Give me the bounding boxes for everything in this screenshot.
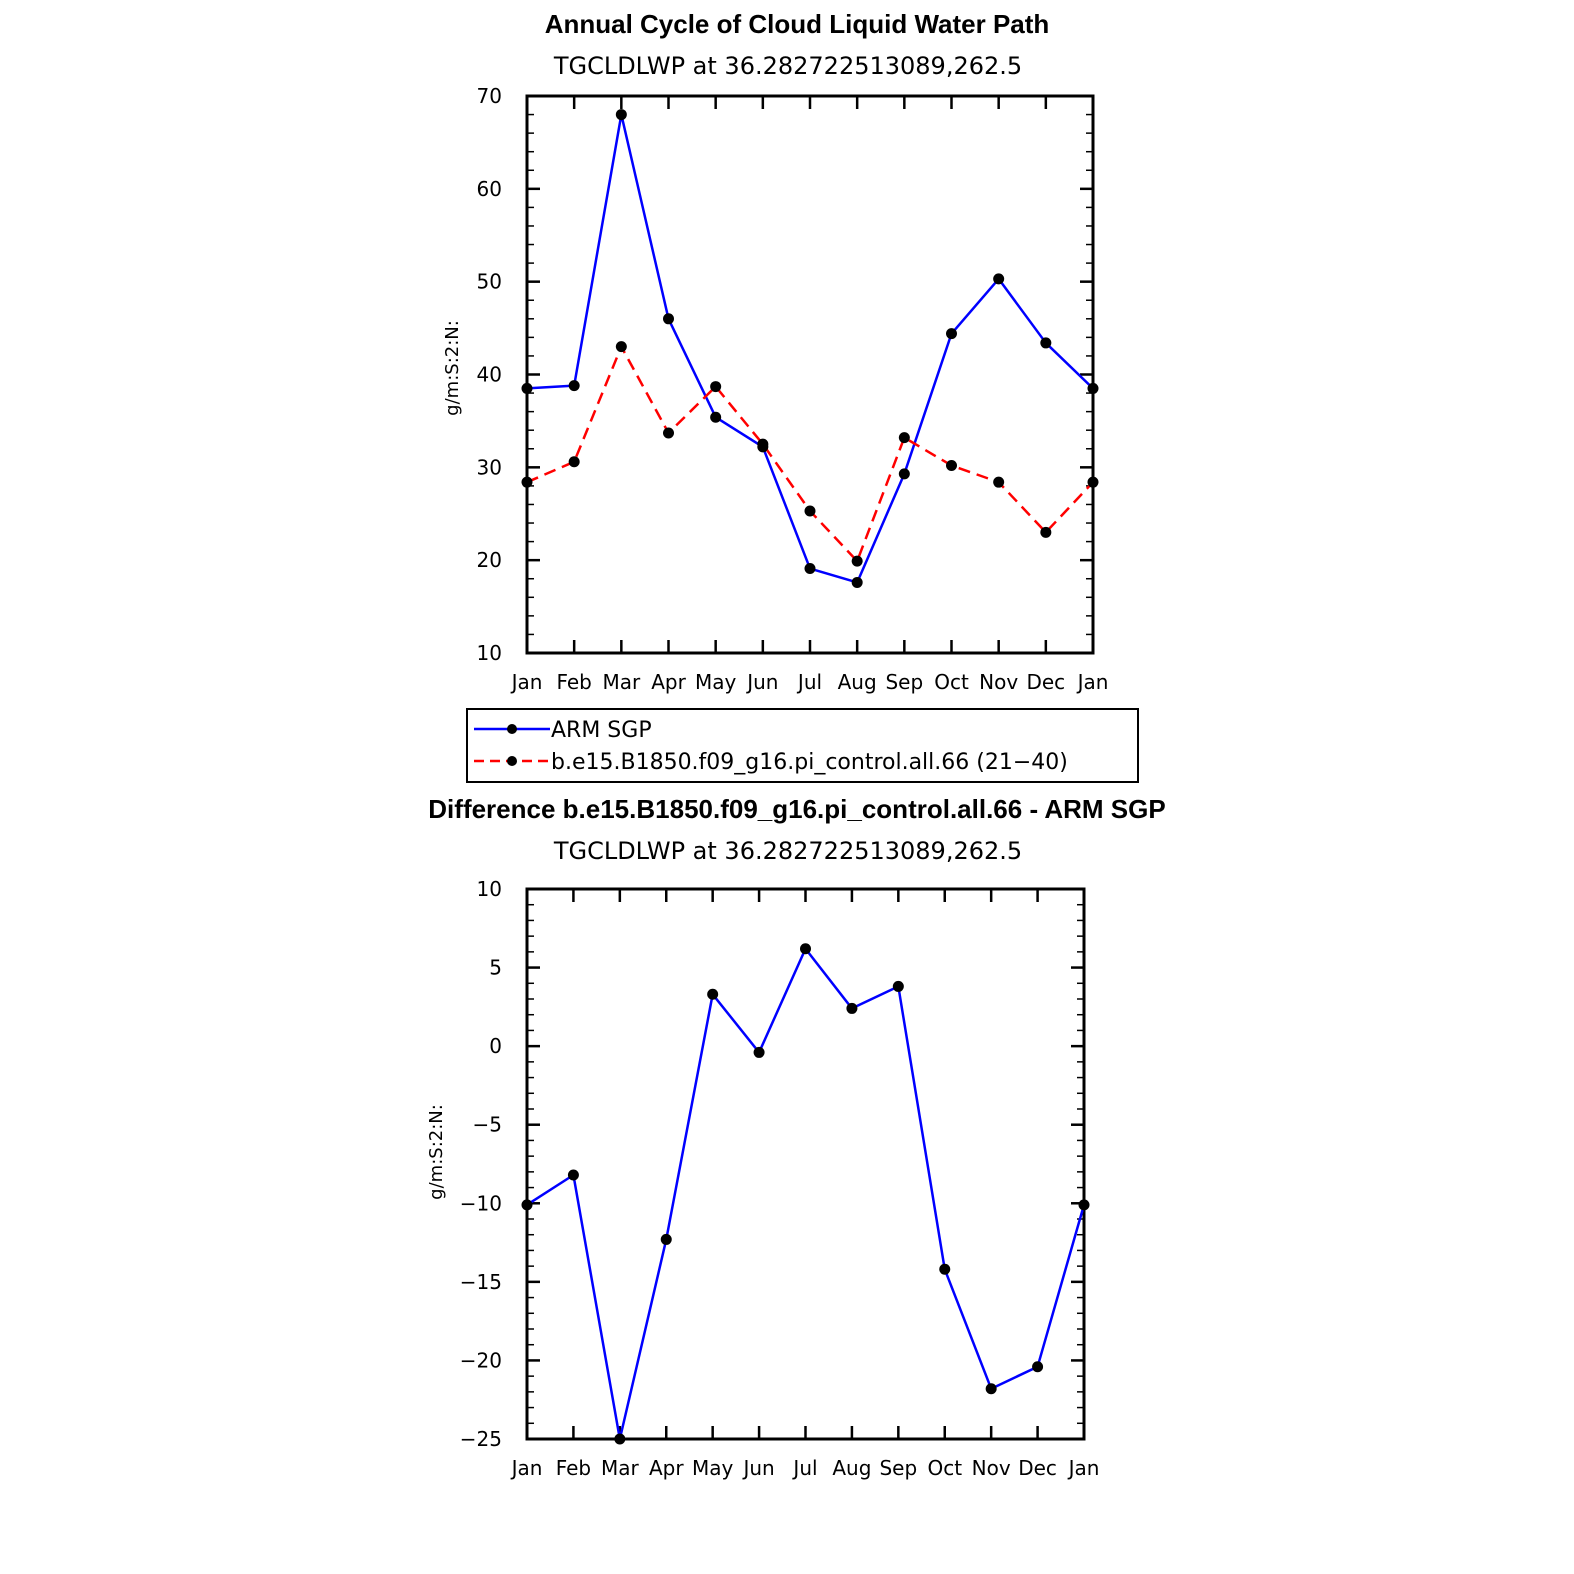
data-point-difference-dec	[1032, 1361, 1044, 1373]
y-axis-label: g/m:S:2:N:	[426, 1104, 447, 1200]
x-tick-label-sep: Sep	[885, 670, 923, 694]
data-point-b-e15-b1850-f09-g16-pi-control-all-66-21-40-jan	[1087, 476, 1099, 488]
data-point-difference-sep	[892, 980, 904, 992]
x-tick-label-jun: Jun	[741, 1456, 774, 1480]
x-tick-label-feb: Feb	[556, 1456, 591, 1480]
x-tick-label-sep: Sep	[879, 1456, 917, 1480]
x-tick-label-apr: Apr	[651, 670, 686, 694]
data-point-difference-jan	[1078, 1199, 1090, 1211]
data-point-arm-sgp-jul	[804, 563, 816, 575]
data-point-arm-sgp-dec	[1040, 337, 1052, 349]
data-point-b-e15-b1850-f09-g16-pi-control-all-66-21-40-apr	[663, 427, 674, 439]
x-tick-label-nov: Nov	[979, 670, 1018, 694]
data-point-difference-oct	[939, 1263, 951, 1275]
x-tick-label-jun: Jun	[745, 670, 778, 694]
data-point-arm-sgp-jan	[1087, 382, 1099, 394]
data-point-arm-sgp-may	[710, 411, 722, 423]
chart-panel-difference: Difference b.e15.B1850.f09_g16.pi_contro…	[426, 794, 1166, 1480]
data-point-b-e15-b1850-f09-g16-pi-control-all-66-21-40-oct	[946, 459, 957, 471]
legend-marker-arm-sgp	[507, 724, 517, 734]
data-point-b-e15-b1850-f09-g16-pi-control-all-66-21-40-nov	[993, 476, 1005, 488]
x-tick-label-jan: Jan	[1076, 670, 1109, 694]
legend-box	[466, 708, 1139, 783]
x-tick-label-nov: Nov	[972, 1456, 1011, 1480]
y-tick-label: 60	[477, 177, 502, 201]
data-point-arm-sgp-sep	[898, 468, 910, 480]
data-point-arm-sgp-feb	[568, 380, 580, 392]
x-tick-label-oct: Oct	[927, 1456, 962, 1480]
y-tick-label: 70	[477, 84, 502, 108]
y-tick-label: 10	[477, 641, 502, 665]
x-tick-label-jan: Jan	[510, 670, 543, 694]
data-point-difference-feb	[567, 1169, 579, 1181]
x-tick-label-mar: Mar	[602, 670, 641, 694]
data-point-difference-jul	[800, 943, 811, 955]
x-tick-label-dec: Dec	[1026, 670, 1065, 694]
x-tick-label-feb: Feb	[556, 670, 591, 694]
x-tick-label-dec: Dec	[1018, 1456, 1057, 1480]
y-tick-label: 0	[489, 1034, 502, 1058]
x-tick-label-may: May	[692, 1456, 734, 1480]
data-point-b-e15-b1850-f09-g16-pi-control-all-66-21-40-jul	[804, 505, 816, 517]
y-tick-label: 50	[477, 270, 502, 294]
plot-area-difference: Jan Feb Mar Apr May Jun Jul Aug Sep Oct Nov Dec Jan−…	[460, 877, 1100, 1480]
x-tick-label-jan: Jan	[510, 1456, 543, 1480]
data-point-difference-nov	[985, 1383, 997, 1395]
y-tick-label: 5	[489, 956, 502, 980]
data-point-difference-jun	[753, 1046, 765, 1058]
legend-marker-model	[507, 756, 517, 766]
data-point-b-e15-b1850-f09-g16-pi-control-all-66-21-40-mar	[615, 341, 627, 353]
y-tick-label: −15	[460, 1270, 502, 1294]
y-tick-label: 40	[477, 363, 502, 387]
chart-title: Annual Cycle of Cloud Liquid Water Path	[545, 9, 1050, 39]
data-point-arm-sgp-oct	[946, 328, 957, 340]
data-point-arm-sgp-nov	[993, 273, 1005, 285]
chart-subtitle: TGCLDLWP at 36.282722513089,262.5	[553, 52, 1022, 80]
legend-label-arm-sgp: ARM SGP	[551, 718, 652, 743]
y-tick-label: −5	[473, 1113, 502, 1137]
data-point-arm-sgp-jan	[521, 382, 533, 394]
data-point-arm-sgp-apr	[663, 313, 674, 325]
data-point-difference-apr	[660, 1233, 672, 1245]
x-tick-label-apr: Apr	[649, 1456, 684, 1480]
chart-title: Difference b.e15.B1850.f09_g16.pi_contro…	[428, 794, 1165, 824]
data-point-difference-may	[707, 988, 719, 1000]
y-tick-label: −20	[460, 1348, 502, 1372]
data-point-b-e15-b1850-f09-g16-pi-control-all-66-21-40-jan	[521, 476, 533, 488]
data-point-b-e15-b1850-f09-g16-pi-control-all-66-21-40-dec	[1040, 526, 1052, 538]
data-point-b-e15-b1850-f09-g16-pi-control-all-66-21-40-jun	[757, 438, 769, 450]
y-tick-label: 30	[477, 455, 502, 479]
x-tick-label-aug: Aug	[838, 670, 877, 694]
data-point-difference-aug	[846, 1002, 858, 1014]
x-tick-label-aug: Aug	[832, 1456, 871, 1480]
x-tick-label-jul: Jul	[796, 670, 822, 694]
data-point-difference-mar	[614, 1433, 626, 1445]
plot-area-annual-cycle: Jan Feb Mar Apr May Jun Jul Aug Sep Oct Nov Dec Jan 1…	[477, 84, 1109, 694]
x-tick-label-mar: Mar	[601, 1456, 640, 1480]
data-point-arm-sgp-mar	[615, 109, 627, 121]
x-tick-label-may: May	[695, 670, 737, 694]
data-point-difference-jan	[521, 1199, 533, 1211]
x-tick-label-jan: Jan	[1067, 1456, 1100, 1480]
x-tick-label-oct: Oct	[934, 670, 969, 694]
y-axis-label: g/m:S:2:N:	[442, 320, 463, 416]
data-point-b-e15-b1850-f09-g16-pi-control-all-66-21-40-sep	[898, 432, 910, 444]
y-tick-label: 20	[477, 548, 502, 572]
chart-panel-annual-cycle: Annual Cycle of Cloud Liquid Water Path …	[442, 9, 1108, 694]
chart-subtitle: TGCLDLWP at 36.282722513089,262.5	[553, 837, 1022, 865]
x-tick-label-jul: Jul	[791, 1456, 817, 1480]
legend-label-model: b.e15.B1850.f09_g16.pi_control.all.66 (2…	[551, 750, 1068, 775]
y-tick-label: −25	[460, 1427, 502, 1451]
y-tick-label: −10	[460, 1191, 502, 1215]
data-point-b-e15-b1850-f09-g16-pi-control-all-66-21-40-aug	[851, 555, 863, 567]
data-point-arm-sgp-aug	[851, 576, 863, 588]
data-point-b-e15-b1850-f09-g16-pi-control-all-66-21-40-may	[710, 381, 722, 393]
data-point-b-e15-b1850-f09-g16-pi-control-all-66-21-40-feb	[568, 456, 580, 468]
legend: ARM SGP b.e15.B1850.f09_g16.pi_control.a…	[466, 708, 1139, 783]
y-tick-label: 10	[477, 877, 502, 901]
